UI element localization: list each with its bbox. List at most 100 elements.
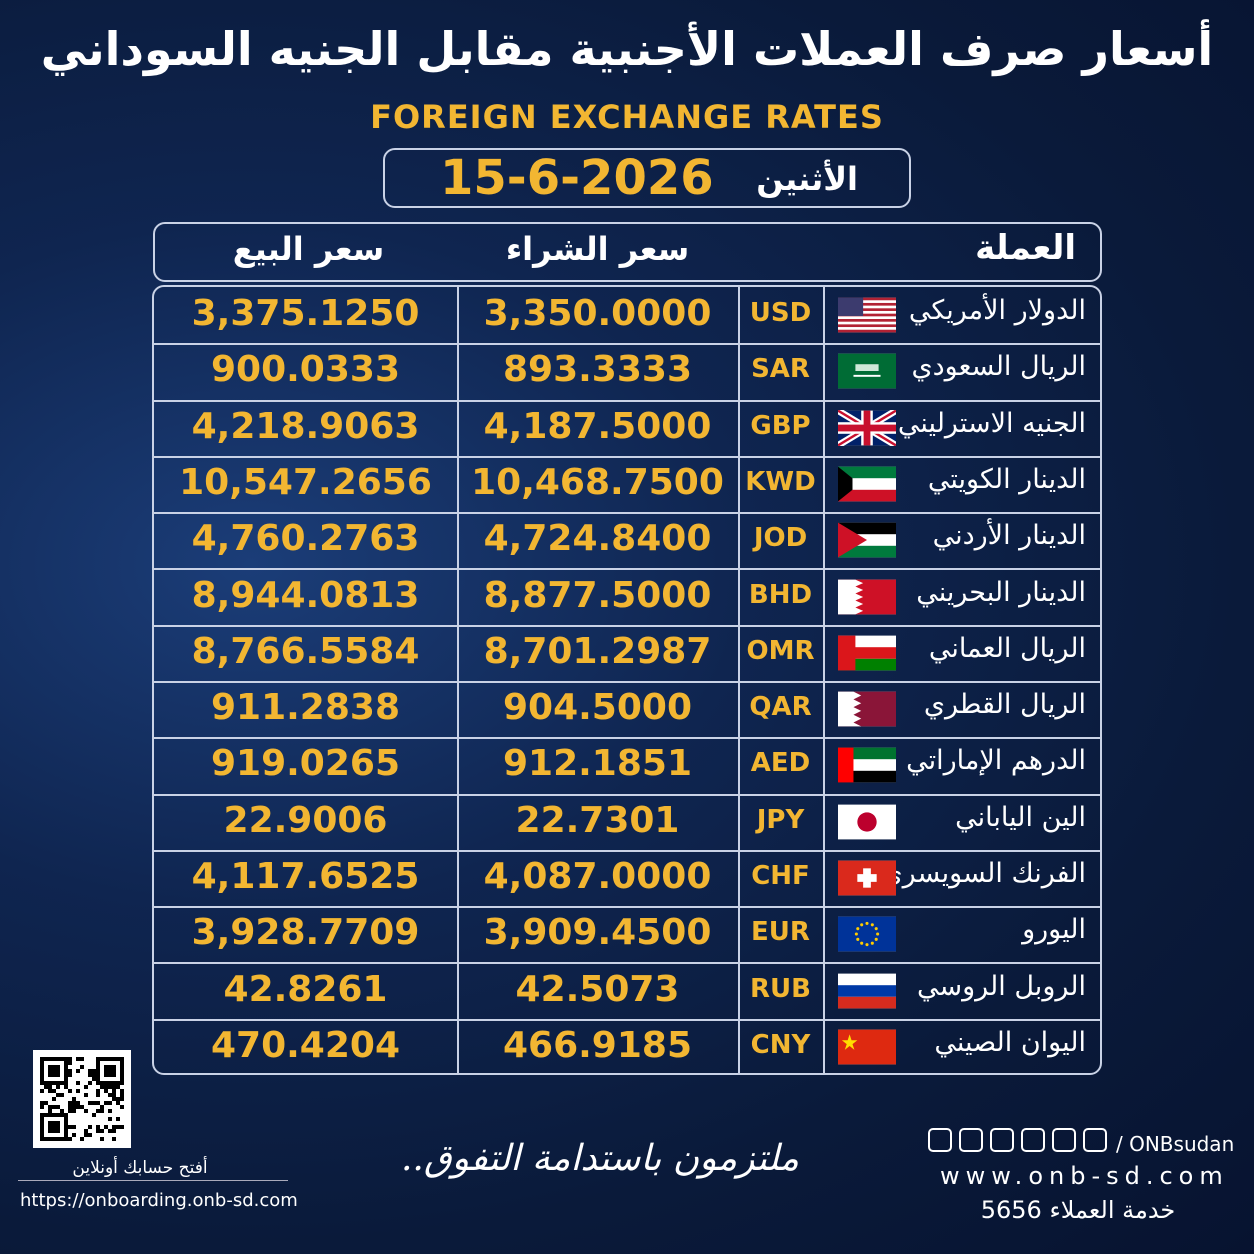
- column-header: سعر الشراء: [505, 230, 690, 268]
- qr-finder: [104, 1065, 116, 1077]
- serration: [838, 691, 862, 727]
- qr-cell: [44, 1101, 48, 1105]
- qr-cell: [56, 1105, 60, 1109]
- qr-cell: [88, 1081, 92, 1085]
- currency-code: RUB: [750, 973, 811, 1004]
- qr-cell: [68, 1125, 72, 1129]
- qr-cell: [84, 1109, 88, 1113]
- header-box: [153, 222, 1102, 282]
- star: [874, 927, 878, 931]
- qr-finder: [48, 1121, 60, 1133]
- qr-cell: [104, 1085, 108, 1089]
- qr-cell: [48, 1089, 52, 1093]
- flag: [838, 748, 896, 783]
- currency-name: الدرهم الإماراتي: [906, 745, 1086, 777]
- currency-name: الريال السعودي: [911, 351, 1086, 383]
- sell-rate: 3,375.1250: [191, 293, 420, 335]
- row-divider: [154, 793, 1100, 796]
- qr-cell: [120, 1093, 124, 1097]
- qr-cell: [112, 1089, 116, 1093]
- hoist: [838, 748, 854, 783]
- qr-cell: [92, 1113, 96, 1117]
- qr-caption: أفتح حسابك أونلاين: [72, 1158, 208, 1178]
- qr-cell: [72, 1097, 76, 1101]
- row-divider: [154, 906, 1100, 909]
- currency-name: الجنيه الاسترليني: [897, 407, 1086, 439]
- qr-cell: [76, 1105, 80, 1109]
- currency-code: JPY: [756, 804, 805, 835]
- qr-cell: [80, 1057, 84, 1061]
- currency-code: QAR: [749, 692, 812, 723]
- buy-rate: 3,909.4500: [483, 912, 712, 954]
- stripe: [838, 303, 896, 306]
- qr-cell: [68, 1061, 72, 1065]
- qr-cell: [72, 1101, 76, 1105]
- band: [838, 996, 896, 1008]
- serration: [838, 579, 864, 614]
- qr-cell: [68, 1057, 72, 1061]
- qr-cell: [52, 1105, 56, 1109]
- currency-name: الروبل الروسي: [916, 970, 1086, 1002]
- band: [838, 984, 896, 997]
- star: [865, 922, 869, 926]
- sell-rate: 4,218.9063: [191, 405, 420, 447]
- qr-cell: [80, 1105, 84, 1109]
- row-divider: [154, 681, 1100, 683]
- qr-cell: [48, 1109, 52, 1113]
- qr-cell: [96, 1125, 100, 1129]
- qr-cell: [104, 1101, 108, 1105]
- flag: [838, 409, 896, 446]
- qr-cell: [108, 1085, 112, 1089]
- qr-code: [33, 1050, 131, 1148]
- table-frame: [152, 285, 1102, 1075]
- qr-cell: [68, 1137, 72, 1141]
- currency-code: SAR: [751, 354, 810, 385]
- flag: [838, 579, 896, 614]
- currency-code: JOD: [753, 523, 808, 554]
- qr-cell: [52, 1089, 56, 1093]
- buy-rate: 10,468.7500: [471, 462, 724, 503]
- currency-name: الدينار البحريني: [916, 576, 1086, 608]
- qr-cell: [108, 1093, 112, 1097]
- qr-finder: [40, 1113, 68, 1141]
- social-handle: / ONBsudan: [1116, 1132, 1235, 1156]
- currency-code: CHF: [751, 861, 810, 891]
- qr-cell: [92, 1077, 96, 1081]
- qr-cell: [88, 1133, 92, 1137]
- flag: [838, 522, 896, 558]
- qr-cell: [116, 1097, 120, 1101]
- row-divider: [154, 343, 1100, 346]
- qr-cell: [100, 1137, 104, 1141]
- social-icon: [928, 1128, 952, 1152]
- day: الأثنين: [756, 160, 858, 198]
- subtitle: FOREIGN EXCHANGE RATES: [370, 98, 884, 136]
- sell-rate: 900.0333: [210, 349, 401, 391]
- star: [854, 932, 858, 936]
- qr-cell: [56, 1093, 60, 1097]
- stripe: [838, 319, 896, 322]
- qr-cell: [72, 1105, 76, 1109]
- band: [838, 489, 896, 502]
- qr-cell: [96, 1089, 100, 1093]
- qr-cell: [108, 1101, 112, 1105]
- slogan: ملتزمون باستدامة التفوق..: [400, 1138, 800, 1179]
- qr-cell: [100, 1105, 104, 1109]
- row-divider: [154, 962, 1100, 965]
- sell-rate: 22.9006: [223, 799, 388, 841]
- canton: [838, 297, 864, 317]
- sell-rate: 3,928.7709: [191, 912, 420, 954]
- buy-rate: 466.9185: [502, 1024, 693, 1066]
- star: [870, 941, 874, 946]
- currency-code: OMR: [746, 635, 815, 666]
- qr-cell: [92, 1101, 96, 1105]
- buy-rate: 22.7301: [515, 799, 680, 841]
- sell-rate: 4,760.2763: [191, 518, 420, 560]
- star: [856, 927, 860, 931]
- currency-name: الدينار الأردني: [932, 520, 1086, 552]
- qr-cell: [112, 1137, 116, 1141]
- qr-cell: [76, 1081, 80, 1085]
- social-icon: [1052, 1128, 1076, 1152]
- buy-rate: 904.5000: [502, 687, 693, 729]
- flag: [838, 1029, 896, 1065]
- date: 15-6-2026: [440, 150, 714, 206]
